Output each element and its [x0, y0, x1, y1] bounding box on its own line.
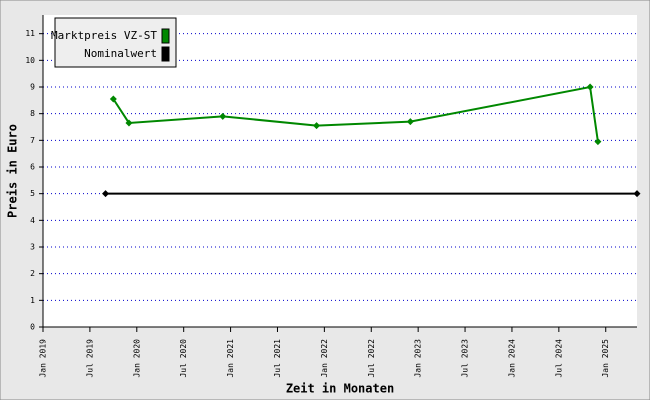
x-tick-label: Jul 2022	[367, 339, 376, 378]
y-tick-label: 9	[30, 83, 35, 92]
x-tick-label: Jul 2023	[461, 339, 470, 378]
legend-box	[54, 17, 177, 68]
point	[633, 190, 641, 198]
y-tick-label: 11	[25, 29, 35, 38]
y-tick-label: 8	[30, 109, 35, 118]
x-tick-label: Jan 2019	[39, 339, 48, 378]
y-tick-label: 4	[30, 216, 35, 225]
point	[586, 83, 594, 91]
point	[406, 118, 414, 126]
y-tick-label: 0	[30, 323, 35, 332]
y-axis-label: Preis in Euro	[6, 124, 20, 218]
point	[109, 95, 117, 103]
x-tick-label: Jan 2025	[601, 339, 610, 378]
y-tick-label: 10	[25, 56, 35, 65]
x-tick-label: Jul 2019	[85, 339, 94, 378]
point	[125, 119, 133, 127]
legend-swatch	[161, 28, 170, 44]
x-tick-label: Jul 2020	[179, 339, 188, 378]
x-axis-label: Zeit in Monaten	[286, 382, 394, 396]
point	[102, 190, 110, 198]
x-tick-label: Jul 2021	[273, 339, 282, 378]
point	[219, 112, 227, 120]
y-tick-label: 1	[30, 296, 35, 305]
legend-label: Marktpreis VZ-ST	[51, 29, 157, 42]
point	[313, 122, 321, 130]
legend-swatch	[161, 46, 170, 62]
y-tick-label: 3	[30, 243, 35, 252]
y-tick-label: 6	[30, 163, 35, 172]
point	[594, 138, 602, 146]
x-tick-label: Jul 2024	[554, 339, 563, 378]
legend-label: Nominalwert	[84, 47, 157, 60]
x-tick-label: Jan 2023	[414, 339, 423, 378]
y-tick-label: 2	[30, 269, 35, 278]
x-tick-label: Jan 2020	[132, 339, 141, 378]
x-tick-label: Jan 2021	[226, 339, 235, 378]
y-tick-label: 5	[30, 189, 35, 198]
x-tick-label: Jan 2022	[320, 339, 329, 378]
x-tick-label: Jan 2024	[507, 339, 516, 378]
y-tick-label: 7	[30, 136, 35, 145]
